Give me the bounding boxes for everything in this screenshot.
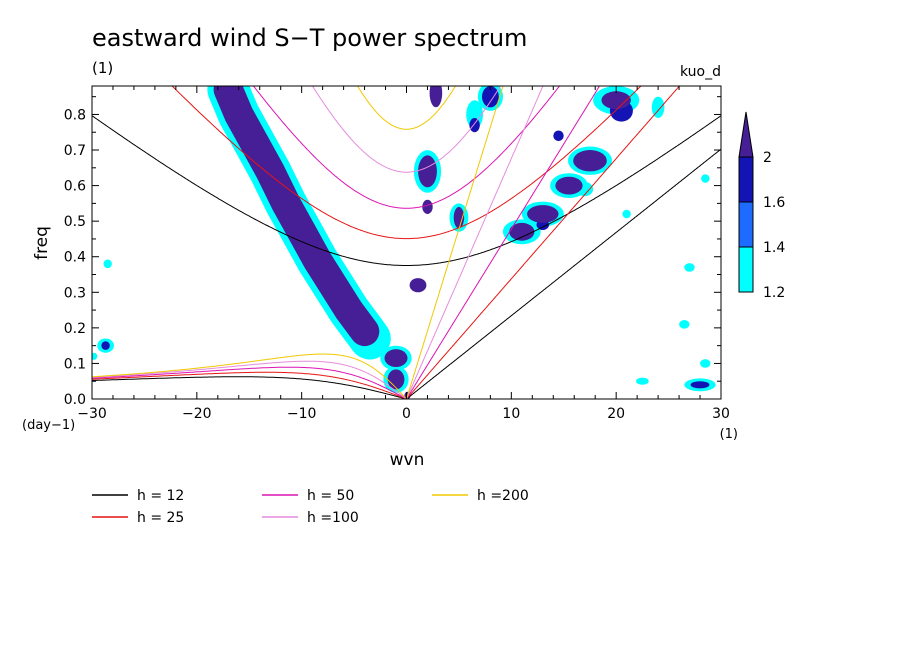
power-blob-2 bbox=[409, 278, 427, 293]
power-blob-2 bbox=[453, 206, 465, 229]
kelvin-curve bbox=[406, 86, 544, 399]
power-blob-2 bbox=[418, 155, 437, 188]
x-unit-label: (1) bbox=[720, 427, 738, 442]
power-blob-1.6 bbox=[469, 118, 480, 133]
y-tick-label: 0.0 bbox=[64, 392, 86, 408]
colorbar: 1.2 1.4 1.6 2 bbox=[738, 111, 785, 301]
power-blob-2 bbox=[429, 86, 443, 108]
power-blob-2 bbox=[527, 205, 559, 223]
colorbar-extension bbox=[738, 111, 754, 158]
legend-entry: h =100 bbox=[307, 510, 359, 526]
inertia-gravity-curve bbox=[92, 115, 721, 266]
kelvin-curve bbox=[406, 86, 601, 399]
y-tick-label: 0.1 bbox=[64, 356, 86, 372]
power-blob-2 bbox=[387, 369, 405, 390]
power-blob-2 bbox=[573, 150, 607, 172]
x-tick-label: −20 bbox=[182, 406, 212, 422]
power-blob-1.2 bbox=[92, 352, 98, 360]
x-tick-label: 30 bbox=[712, 406, 730, 422]
chart-title: eastward wind S−T power spectrum bbox=[92, 24, 527, 52]
x-axis: −30 −20 −10 0 10 20 30 bbox=[77, 86, 730, 422]
x-tick-label: 20 bbox=[607, 406, 625, 422]
chart-subtitle: (1) bbox=[92, 59, 113, 77]
colorbar-segment bbox=[738, 246, 754, 293]
x-tick-label: 0 bbox=[402, 406, 411, 422]
inertia-gravity-curve bbox=[252, 86, 561, 209]
colorbar-label: 1.2 bbox=[763, 285, 785, 301]
kelvin-curve bbox=[406, 86, 504, 399]
power-blob-1.2 bbox=[622, 209, 631, 219]
legend-entry: h = 50 bbox=[307, 488, 354, 504]
experiment-label: kuo_d bbox=[680, 64, 721, 80]
y-tick-label: 0.5 bbox=[64, 214, 86, 230]
x-tick-label: −30 bbox=[77, 406, 107, 422]
power-blob-1.6 bbox=[101, 341, 110, 350]
power-blob-2 bbox=[422, 199, 433, 214]
power-blob-1.2 bbox=[651, 96, 665, 119]
rossby-curve bbox=[92, 366, 406, 399]
power-blob-1.2 bbox=[684, 263, 695, 272]
power-blob-2 bbox=[384, 349, 408, 367]
kelvin-curve bbox=[406, 86, 681, 399]
power-blob-1.2 bbox=[679, 320, 690, 329]
power-blob-1.6 bbox=[482, 86, 499, 108]
power-blob-2 bbox=[601, 91, 631, 110]
colorbar-label: 2 bbox=[763, 150, 772, 166]
y-tick-label: 0.7 bbox=[64, 143, 86, 159]
power-blob-1.6 bbox=[690, 381, 710, 389]
spectral-power-contours bbox=[92, 86, 716, 399]
y-axis-label: freq bbox=[32, 226, 52, 260]
inertia-gravity-curve bbox=[311, 86, 502, 173]
legend-entry: h = 25 bbox=[137, 510, 184, 526]
rossby-curve bbox=[92, 353, 406, 399]
y-unit-label: (day−1) bbox=[22, 418, 75, 433]
inertia-gravity-curve bbox=[356, 86, 457, 130]
rossby-curve bbox=[92, 371, 406, 399]
y-axis: 0.0 0.1 0.2 0.3 0.4 0.5 0.6 0.7 0.8 bbox=[64, 96, 721, 408]
y-tick-label: 0.6 bbox=[64, 179, 86, 195]
power-blob-1.6 bbox=[553, 130, 564, 142]
legend: h = 12 h = 25 h = 50 h =100 h =200 bbox=[92, 488, 529, 526]
power-band-2 bbox=[213, 86, 380, 347]
y-tick-label: 0.3 bbox=[64, 285, 86, 301]
rossby-curve bbox=[92, 360, 406, 399]
legend-entry: h = 12 bbox=[137, 488, 184, 504]
y-tick-label: 0.2 bbox=[64, 321, 86, 337]
colorbar-segment bbox=[738, 201, 754, 248]
x-axis-label: wvn bbox=[390, 450, 425, 470]
x-tick-label: −10 bbox=[287, 406, 317, 422]
kelvin-curve bbox=[406, 148, 721, 399]
y-tick-label: 0.4 bbox=[64, 250, 86, 266]
x-tick-label: 10 bbox=[502, 406, 520, 422]
colorbar-label: 1.6 bbox=[763, 195, 785, 211]
power-blob-2 bbox=[555, 176, 583, 195]
legend-entry: h =200 bbox=[477, 488, 529, 504]
y-tick-label: 0.8 bbox=[64, 107, 86, 123]
inertia-gravity-curve bbox=[171, 86, 642, 240]
rossby-curve bbox=[92, 376, 406, 399]
power-blob-1.2 bbox=[103, 259, 112, 269]
power-blob-1.2 bbox=[636, 377, 649, 385]
power-blob-1.2 bbox=[701, 174, 710, 183]
power-blob-2 bbox=[509, 222, 535, 241]
colorbar-segment bbox=[738, 156, 754, 203]
colorbar-label: 1.4 bbox=[763, 240, 785, 256]
power-blob-1.2 bbox=[700, 359, 711, 368]
dispersion-curves bbox=[92, 86, 721, 399]
